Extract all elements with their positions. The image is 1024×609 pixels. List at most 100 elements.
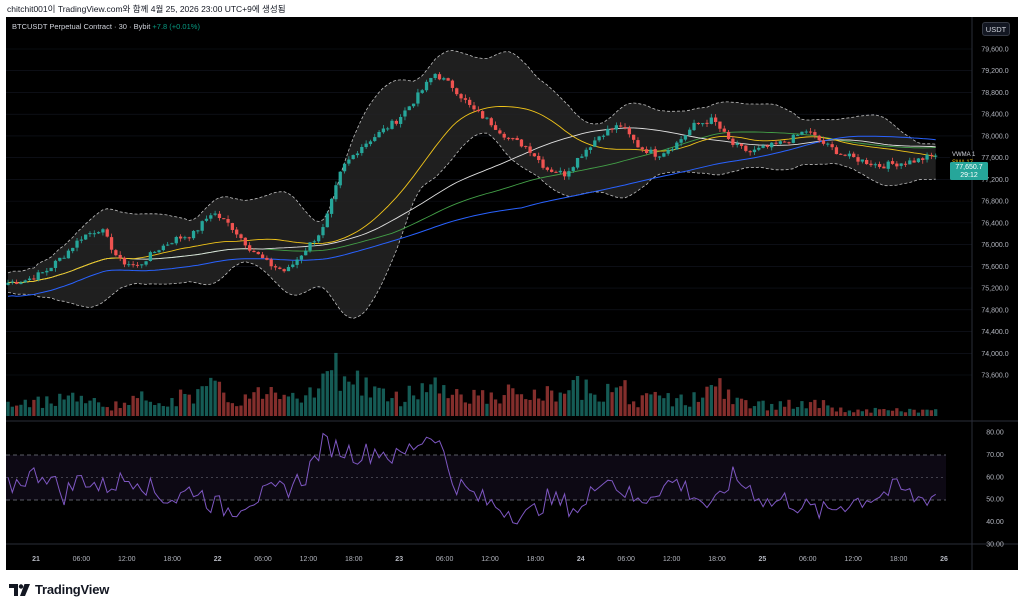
chart-pane[interactable]: 79,600.0 79,200.0 78,800.0 78,400.0 78,000.0… <box>6 17 1018 570</box>
volume-bar <box>282 394 286 416</box>
volume-bar <box>541 400 545 416</box>
volume-bar <box>558 392 562 416</box>
volume-bar <box>71 392 75 416</box>
symbol-exchange: Bybit <box>133 22 151 31</box>
volume-bar <box>748 408 752 416</box>
candle-body <box>463 98 468 100</box>
volume-bar <box>170 398 174 416</box>
volume-bar <box>774 409 778 416</box>
candle-body <box>688 129 692 136</box>
candle-body <box>144 261 148 265</box>
volume-bar <box>45 396 49 416</box>
volume-bar <box>364 377 368 416</box>
candle-body <box>411 103 416 107</box>
symbol-legend[interactable]: BTCUSDT Perpetual Contract · 30 · Bybit … <box>12 22 200 31</box>
time-tick-label: 06:00 <box>799 556 817 563</box>
candle-body <box>929 154 934 156</box>
volume-bar <box>701 397 705 416</box>
candle-body <box>390 120 394 129</box>
volume-bar <box>6 401 10 416</box>
time-axis[interactable]: 21 06:00 12:00 18:00 22 06:00 12:00 18:00 23 06:0… <box>32 556 948 563</box>
volume-bar <box>308 387 312 416</box>
candle-body <box>545 167 549 170</box>
rsi-tick-label: 30.00 <box>986 542 1004 549</box>
volume-bar <box>735 397 739 416</box>
candle-body <box>761 145 765 148</box>
candle-body <box>75 240 79 248</box>
volume-bar <box>58 393 62 416</box>
volume-bar <box>532 389 537 416</box>
candle-body <box>265 257 269 260</box>
tradingview-logo: TradingView <box>9 582 109 597</box>
candle-body <box>278 267 282 269</box>
volume-bars <box>6 352 938 416</box>
time-tick-label: 25 <box>759 556 767 563</box>
symbol-change: +7.8 (+0.01%) <box>152 22 200 31</box>
candle-body <box>640 147 644 150</box>
candle-body <box>757 147 761 150</box>
volume-bar <box>135 398 140 416</box>
volume-bar <box>713 386 718 416</box>
candle-body <box>157 250 161 253</box>
volume-bar <box>273 392 278 416</box>
candle-body <box>856 157 860 162</box>
candle-body <box>166 244 170 246</box>
volume-bar <box>575 375 580 416</box>
volume-bar <box>75 401 79 416</box>
candle-body <box>558 170 562 173</box>
candle-body <box>882 166 886 169</box>
candle-body <box>161 245 165 251</box>
volume-bar <box>644 393 649 416</box>
volume-bar <box>627 404 631 416</box>
price-chart[interactable]: 79,600.0 79,200.0 78,800.0 78,400.0 78,000.0… <box>6 17 1018 570</box>
rsi-axis[interactable]: 80.00 70.00 60.00 50.00 40.00 30.00 <box>986 430 1004 549</box>
candle-body <box>299 255 304 260</box>
time-tick-label: 18:00 <box>708 556 726 563</box>
volume-bar <box>455 389 459 416</box>
volume-bar <box>882 409 886 416</box>
volume-bar <box>463 402 468 416</box>
candle-body <box>122 257 127 265</box>
candle-body <box>53 260 58 268</box>
time-tick-label: 18:00 <box>890 556 908 563</box>
candle-body <box>10 281 14 283</box>
volume-bar <box>929 410 934 416</box>
volume-bar <box>235 406 239 416</box>
candle-body <box>174 237 178 244</box>
volume-bar <box>338 390 342 416</box>
price-axis[interactable]: 79,600.0 79,200.0 78,800.0 78,400.0 78,000.0… <box>981 47 1008 380</box>
volume-bar <box>209 377 213 416</box>
volume-bar <box>299 402 304 416</box>
candle-body <box>329 198 334 214</box>
candle-body <box>670 149 675 151</box>
candle-body <box>88 233 92 235</box>
volume-bar <box>411 395 416 416</box>
candle-body <box>96 232 101 234</box>
volume-bar <box>908 408 912 416</box>
candle-body <box>830 144 834 148</box>
price-tick-label: 78,400.0 <box>981 112 1008 119</box>
candle-body <box>480 111 485 119</box>
volume-bar <box>752 406 757 416</box>
symbol-interval[interactable]: 30 <box>118 22 127 31</box>
volume-bar <box>312 397 316 416</box>
candle-body <box>731 138 735 145</box>
volume-bar <box>377 387 381 416</box>
volume-bar <box>166 406 170 416</box>
volume-bar <box>489 392 493 416</box>
symbol-name[interactable]: BTCUSDT Perpetual Contract <box>12 22 112 31</box>
rsi-tick-label: 40.00 <box>986 519 1004 526</box>
candle-body <box>476 109 480 112</box>
candle-body <box>705 122 709 124</box>
time-tick-label: 12:00 <box>663 556 681 563</box>
candle-body <box>748 151 752 153</box>
candle-body <box>662 153 666 157</box>
currency-button[interactable]: USDT <box>982 22 1010 36</box>
candle-body <box>27 278 32 281</box>
candle-body <box>45 270 49 273</box>
candle-body <box>187 237 191 239</box>
volume-bar <box>291 392 295 416</box>
volume-bar <box>329 370 334 416</box>
candle-body <box>804 131 808 133</box>
volume-bar <box>243 394 247 416</box>
